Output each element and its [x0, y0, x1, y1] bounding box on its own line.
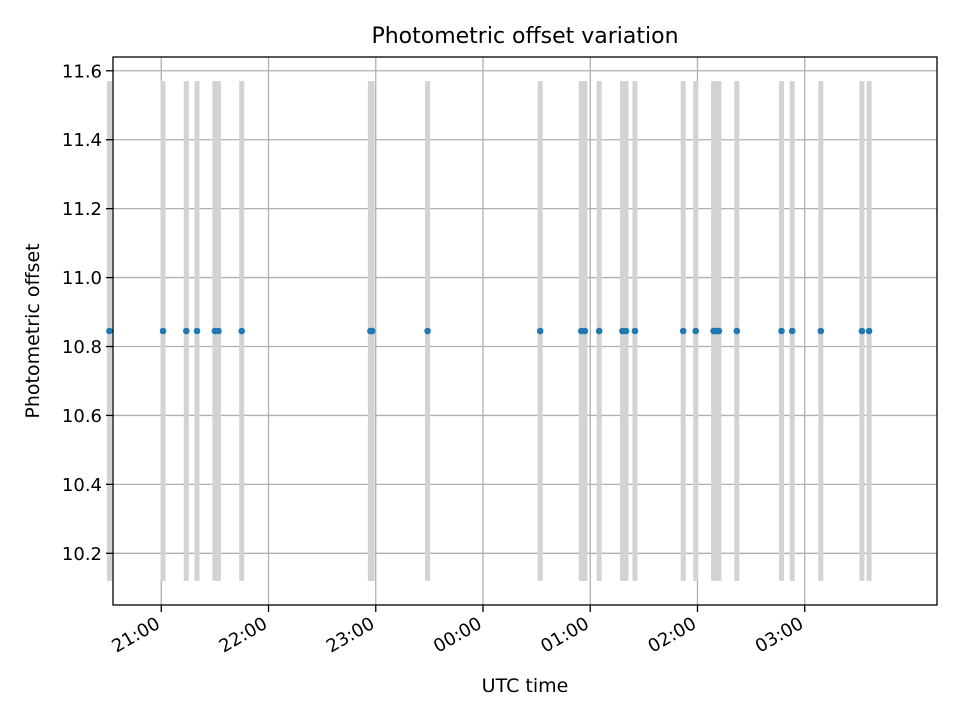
data-point — [182, 327, 190, 335]
data-point — [622, 327, 630, 335]
plot-area — [113, 57, 937, 605]
data-point — [788, 327, 796, 335]
y-gridlines — [113, 70, 937, 554]
data-point — [536, 327, 544, 335]
y-tick-label: 11.2 — [62, 199, 102, 220]
data-point — [733, 327, 741, 335]
plot-frame — [112, 56, 938, 606]
data-point — [193, 327, 201, 335]
x-axis-label: UTC time — [482, 675, 569, 697]
y-tick-label: 11.0 — [62, 268, 102, 289]
data-point — [631, 327, 639, 335]
y-tick-label: 10.2 — [62, 544, 102, 565]
y-tick-label: 11.6 — [62, 61, 102, 82]
data-point — [238, 327, 245, 335]
data-point — [106, 327, 113, 335]
chart-title: Photometric offset variation — [371, 24, 678, 49]
data-point — [424, 327, 431, 335]
y-tick-label: 10.6 — [62, 406, 102, 427]
data-point — [865, 327, 873, 335]
y-axis-label: Photometric offset — [22, 243, 44, 418]
data-point — [679, 327, 687, 335]
data-point — [368, 327, 376, 335]
data-point — [159, 327, 167, 335]
data-point — [817, 327, 825, 335]
data-point — [215, 327, 222, 335]
data-point — [581, 327, 589, 335]
y-tick-label: 11.4 — [62, 130, 102, 151]
data-point — [595, 327, 603, 335]
y-tick-label: 10.8 — [62, 337, 102, 358]
data-point — [692, 327, 699, 335]
data-point — [858, 327, 866, 335]
y-axis-ticks: 10.2 10.4 10.6 10.8 11.0 11.2 11.4 11.6 — [62, 61, 113, 565]
data-point — [778, 327, 785, 335]
data-point — [715, 327, 723, 335]
data-points — [106, 327, 873, 335]
y-tick-label: 10.4 — [62, 475, 102, 496]
